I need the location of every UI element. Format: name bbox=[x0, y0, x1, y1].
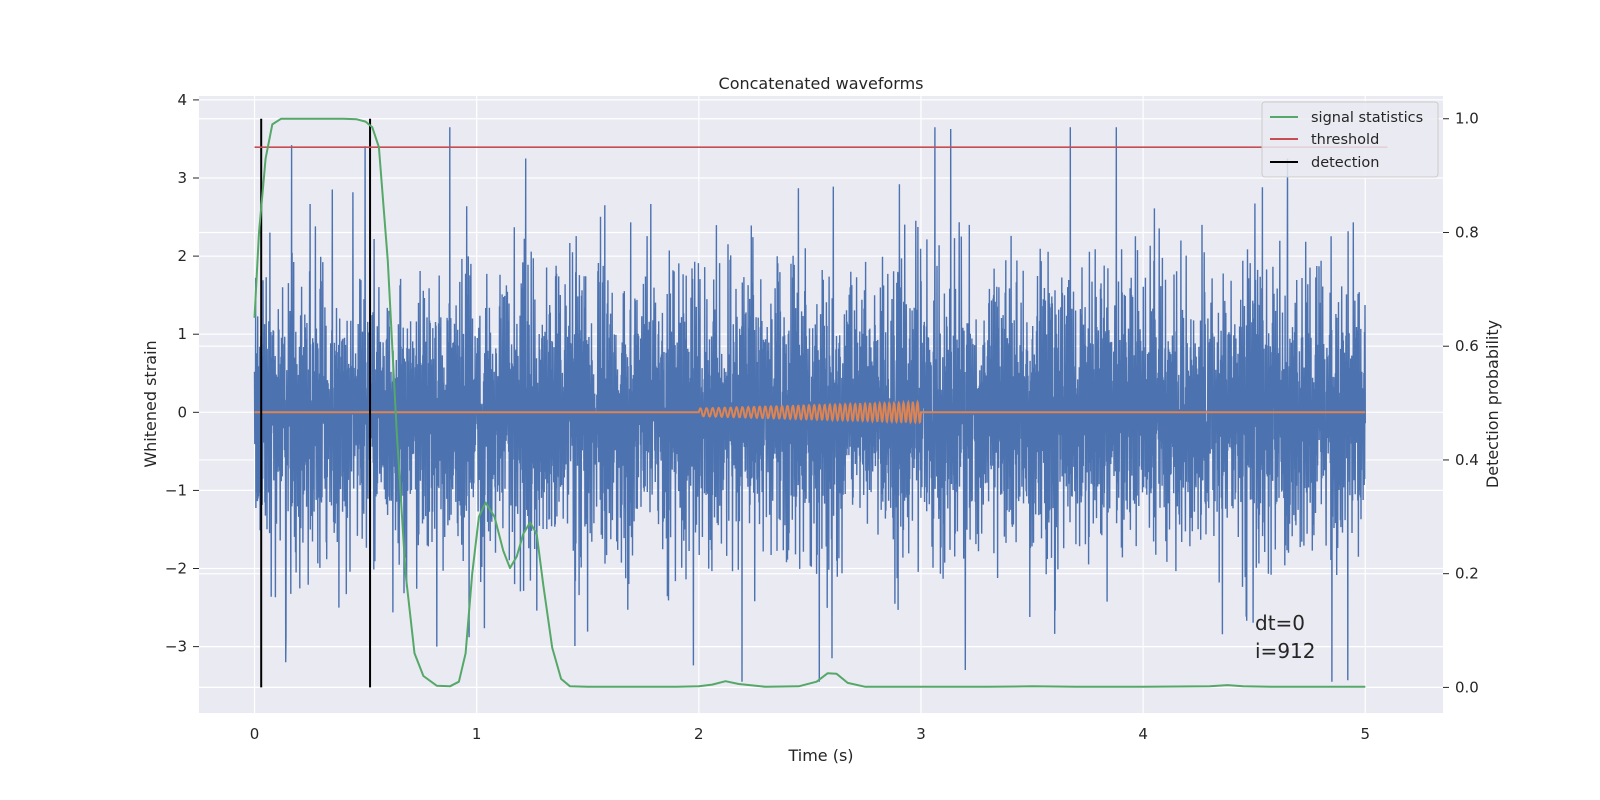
y-tick-label-right: 0.2 bbox=[1455, 565, 1479, 583]
x-tick-label: 1 bbox=[472, 725, 482, 743]
annotation-index: i=912 bbox=[1255, 639, 1316, 663]
legend-label-threshold: threshold bbox=[1311, 132, 1379, 148]
series-whitened-strain bbox=[253, 127, 1366, 682]
y-tick-label-left: 2 bbox=[177, 247, 187, 265]
y-tick-label-right: 0.6 bbox=[1455, 337, 1479, 355]
y-tick-label-right: 1.0 bbox=[1455, 110, 1479, 128]
x-tick-label: 2 bbox=[694, 725, 704, 743]
y-tick-label-left: −3 bbox=[165, 638, 187, 656]
y-tick-label-left: 3 bbox=[177, 169, 187, 187]
legend: signal statistics threshold detection bbox=[1261, 101, 1439, 178]
series-template-waveform bbox=[254, 399, 1366, 425]
legend-box bbox=[1261, 101, 1439, 178]
chart-title: Concatenated waveforms bbox=[719, 74, 924, 93]
x-tick-label: 0 bbox=[250, 725, 260, 743]
y-tick-label-left: 1 bbox=[177, 325, 187, 343]
x-tick-label: 5 bbox=[1360, 725, 1370, 743]
x-tick-label: 3 bbox=[916, 725, 926, 743]
series-layer bbox=[253, 117, 1388, 688]
y-tick-label-right: 0.8 bbox=[1455, 223, 1479, 241]
legend-label-signal-statistics: signal statistics bbox=[1311, 110, 1423, 126]
y-tick-label-left: −2 bbox=[165, 560, 187, 578]
x-tick-label: 4 bbox=[1138, 725, 1148, 743]
annotation-dt: dt=0 bbox=[1255, 611, 1305, 635]
y-tick-label-left: 4 bbox=[177, 91, 187, 109]
y-tick-label-left: 0 bbox=[177, 403, 187, 421]
y-tick-label-right: 0.0 bbox=[1455, 678, 1479, 696]
y-tick-label-left: −1 bbox=[165, 481, 187, 499]
y-axis-label-left: Whitened strain bbox=[141, 340, 160, 467]
x-axis-label: Time (s) bbox=[787, 746, 853, 765]
legend-label-detection: detection bbox=[1311, 155, 1379, 171]
series-signal-statistics bbox=[253, 117, 1366, 688]
y-axis-label-right: Detection probability bbox=[1483, 320, 1502, 488]
ticks-layer: 0 1 2 3 4 5 −3 −2 −1 0 1 2 3 4 0.0 0.2 0.4 0.6 0.8 1.0 bbox=[165, 91, 1479, 743]
y-tick-label-right: 0.4 bbox=[1455, 451, 1479, 469]
